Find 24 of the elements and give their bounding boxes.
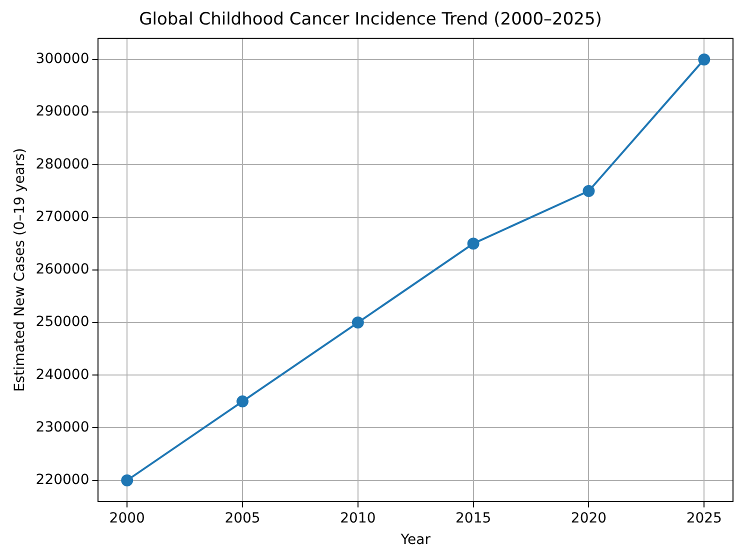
y-tick-label: 260000 — [36, 262, 90, 278]
y-axis-title: Estimated New Cases (0–19 years) — [12, 148, 28, 392]
y-tick-label: 300000 — [36, 51, 90, 68]
point — [121, 474, 134, 486]
y-tick-label: 270000 — [36, 208, 90, 225]
y-tick-label: 240000 — [36, 366, 90, 383]
y-tick-label: 230000 — [36, 419, 90, 436]
point — [467, 238, 480, 250]
x-tick-label: 2015 — [456, 510, 492, 526]
x-tick-label: 2020 — [570, 510, 607, 526]
point — [352, 316, 364, 329]
x-axis-title: Year — [400, 532, 431, 548]
point — [236, 395, 249, 408]
y-tick-label: 290000 — [36, 104, 90, 120]
point — [698, 53, 710, 66]
x-tick-label: 2005 — [224, 510, 260, 526]
x-tick-label: 2000 — [109, 510, 145, 526]
x-tick-label: 2010 — [340, 510, 376, 526]
point — [582, 184, 595, 197]
y-tick-label: 280000 — [36, 156, 90, 172]
chart-title: Global Childhood Cancer Incidence Trend (2000–2025) — [139, 10, 602, 30]
x-tick-label: 2025 — [686, 510, 722, 526]
y-tick-label: 220000 — [36, 472, 90, 488]
y-tick-label: 250000 — [36, 314, 90, 330]
